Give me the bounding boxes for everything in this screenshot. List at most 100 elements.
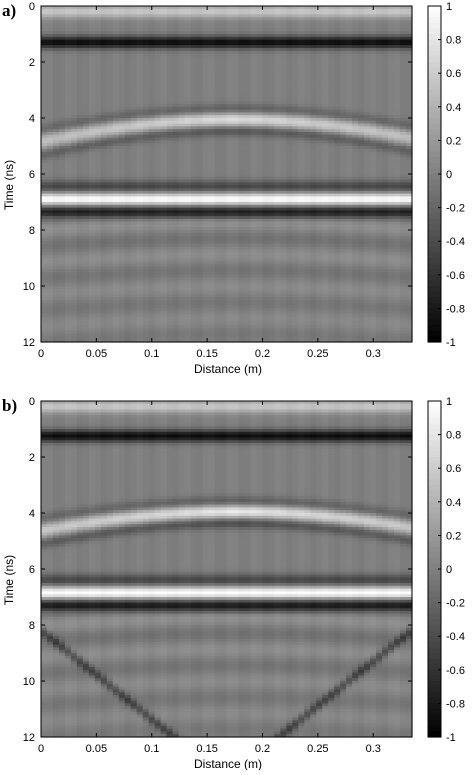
heatmap-cell xyxy=(46,109,54,113)
heatmap-cell xyxy=(70,6,78,10)
heatmap-cell xyxy=(70,232,78,237)
heatmap-cell xyxy=(46,210,54,214)
heatmap-cell xyxy=(64,148,72,153)
heatmap-cell xyxy=(58,316,66,321)
heatmap-cell xyxy=(70,325,78,329)
heatmap-cell xyxy=(46,6,54,10)
heatmap-cell xyxy=(64,50,72,55)
heatmap-cell xyxy=(46,160,54,164)
heatmap-cell xyxy=(70,227,78,231)
panel-label: a) xyxy=(2,1,16,20)
heatmap-cell xyxy=(64,280,72,284)
heatmap-cell xyxy=(64,8,72,13)
heatmap-cell xyxy=(58,213,66,217)
heatmap-cell xyxy=(52,258,60,262)
heatmap-cell xyxy=(70,157,78,161)
heatmap-cell xyxy=(70,132,78,136)
heatmap-cell xyxy=(70,199,78,203)
heatmap-cell xyxy=(58,260,66,265)
heatmap-cell xyxy=(70,50,78,55)
heatmap-cell xyxy=(46,328,54,332)
heatmap-cell xyxy=(64,182,72,186)
heatmap-cell xyxy=(58,134,66,139)
heatmap-cell xyxy=(52,260,60,265)
heatmap-cell xyxy=(52,314,60,318)
heatmap-cell xyxy=(76,151,84,155)
heatmap-cell xyxy=(70,76,78,80)
heatmap-cell xyxy=(46,193,54,197)
heatmap-cell xyxy=(58,120,66,125)
heatmap-cell xyxy=(64,48,72,52)
heatmap-cell xyxy=(64,22,72,27)
heatmap-cell xyxy=(41,59,48,63)
heatmap-cell xyxy=(46,112,54,116)
heatmap-cell xyxy=(64,42,72,46)
heatmap-cell xyxy=(52,272,60,276)
heatmap-cell xyxy=(46,165,54,169)
heatmap-cell xyxy=(52,188,60,192)
heatmap-cell xyxy=(41,168,48,172)
heatmap-cell xyxy=(64,45,72,49)
heatmap-cell xyxy=(52,179,60,183)
heatmap-cell xyxy=(52,263,60,267)
heatmap-cell xyxy=(70,336,78,340)
heatmap-cell xyxy=(52,143,60,147)
heatmap-cell xyxy=(52,328,60,332)
heatmap-cell xyxy=(46,179,54,183)
heatmap-cell xyxy=(52,146,60,150)
heatmap-cell xyxy=(64,115,72,119)
heatmap-cell xyxy=(41,325,48,329)
heatmap-cell xyxy=(41,104,48,108)
heatmap-cell xyxy=(76,193,84,197)
heatmap-cell xyxy=(76,157,84,161)
heatmap-cell xyxy=(52,104,60,108)
heatmap-cell xyxy=(70,90,78,94)
heatmap-cell xyxy=(52,266,60,270)
heatmap-cell xyxy=(58,160,66,164)
heatmap-cell xyxy=(58,112,66,116)
heatmap-cell xyxy=(52,185,60,189)
heatmap-cell xyxy=(41,182,48,186)
heatmap-cell xyxy=(70,56,78,60)
heatmap-cell xyxy=(41,258,48,262)
heatmap-cell xyxy=(52,11,60,15)
heatmap-cell xyxy=(41,244,48,248)
heatmap-cell xyxy=(46,272,54,276)
heatmap-cell xyxy=(41,129,48,133)
heatmap-cell xyxy=(64,39,72,43)
heatmap-cell xyxy=(41,280,48,284)
heatmap-cell xyxy=(58,241,66,245)
heatmap-cell xyxy=(70,263,78,267)
heatmap-cell xyxy=(76,17,84,21)
heatmap-cell xyxy=(76,76,84,80)
heatmap-cell xyxy=(52,207,60,211)
heatmap-cell xyxy=(70,249,78,253)
heatmap-cell xyxy=(64,165,72,169)
heatmap-cell xyxy=(70,294,78,298)
heatmap-cell xyxy=(64,297,72,301)
heatmap-cell xyxy=(46,22,54,27)
heatmap-cell xyxy=(58,151,66,155)
heatmap-cell xyxy=(76,62,84,66)
heatmap-cell xyxy=(70,210,78,214)
heatmap-cell xyxy=(46,42,54,46)
heatmap-cell xyxy=(64,143,72,147)
heatmap-cell xyxy=(70,22,78,27)
heatmap-cell xyxy=(70,213,78,217)
heatmap-cell xyxy=(52,190,60,195)
heatmap-cell xyxy=(70,302,78,307)
heatmap-cell xyxy=(76,84,84,88)
heatmap-cell xyxy=(58,227,66,231)
heatmap-cell xyxy=(70,297,78,301)
heatmap-cell xyxy=(76,22,84,27)
heatmap-cell xyxy=(64,333,72,337)
heatmap-cell xyxy=(64,146,72,150)
heatmap-cell xyxy=(46,263,54,267)
heatmap-cell xyxy=(70,258,78,262)
heatmap-cell xyxy=(41,207,48,211)
heatmap-cell xyxy=(46,101,54,105)
heatmap-cell xyxy=(52,210,60,214)
heatmap-cell xyxy=(76,213,84,217)
heatmap-cell xyxy=(70,221,78,225)
